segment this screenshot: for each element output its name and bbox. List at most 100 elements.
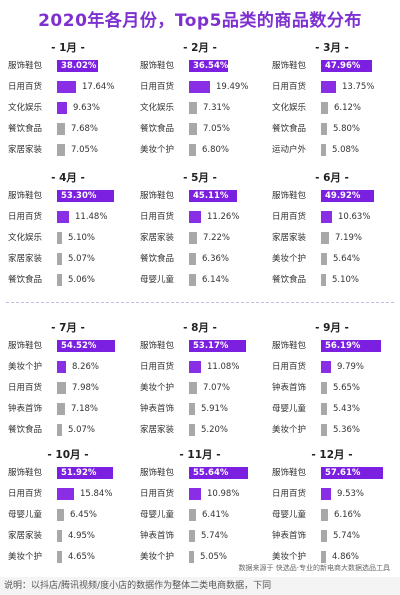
bar: [57, 509, 64, 521]
bar: [189, 340, 246, 352]
bar-row: 美妆个护 4.86%: [272, 551, 396, 563]
value-label: 4.65%: [68, 552, 96, 562]
value-label: 57.61%: [325, 468, 361, 478]
bar-row: 美妆个护 4.65%: [8, 551, 132, 563]
category-label: 家居家装: [8, 531, 43, 541]
bar-row: 日用百货 15.84%: [8, 488, 132, 500]
category-label: 服饰鞋包: [8, 341, 43, 351]
value-label: 5.07%: [68, 254, 96, 264]
value-label: 56.19%: [325, 341, 361, 351]
category-label: 美妆个护: [140, 383, 175, 393]
value-label: 10.63%: [338, 212, 371, 222]
bar: [57, 488, 74, 500]
bar: [321, 102, 328, 114]
bar: [321, 382, 327, 394]
value-label: 47.96%: [325, 61, 361, 71]
bar: [57, 551, 62, 563]
value-label: 55.64%: [193, 468, 229, 478]
bar-row: 日用百货 17.64%: [8, 81, 132, 93]
value-label: 4.86%: [332, 552, 360, 562]
bar: [189, 530, 195, 542]
bar-row: 日用百货 10.98%: [140, 488, 264, 500]
value-label: 5.64%: [333, 254, 361, 264]
bar-row: 文化娱乐 7.31%: [140, 102, 264, 114]
bar-row: 日用百货 7.98%: [8, 382, 132, 394]
bar-row: 餐饮食品 7.68%: [8, 123, 132, 135]
category-label: 服饰鞋包: [272, 191, 307, 201]
bar: [189, 211, 201, 223]
bar: [57, 253, 62, 265]
category-label: 服饰鞋包: [8, 191, 43, 201]
bar: [57, 530, 62, 542]
bar-row: 美妆个护 6.80%: [140, 144, 264, 156]
value-label: 6.80%: [202, 145, 230, 155]
bar: [321, 340, 381, 352]
bar: [189, 467, 248, 479]
category-label: 家居家装: [140, 425, 175, 435]
category-label: 餐饮食品: [272, 124, 307, 134]
value-label: 11.48%: [75, 212, 108, 222]
month-label: - 5月 -: [183, 172, 217, 184]
category-label: 文化娱乐: [140, 103, 175, 113]
value-label: 5.10%: [332, 275, 360, 285]
value-label: 7.07%: [203, 383, 231, 393]
category-label: 钟表首饰: [140, 531, 175, 541]
bar: [321, 232, 329, 244]
footnote: 说明：以抖店/腾讯视频/度小店的数据作为整体二类电商数据，下同: [0, 577, 400, 595]
chart-title: 2020年各月份，Top5品类的商品数分布: [38, 11, 362, 31]
bar: [189, 424, 195, 436]
bar: [189, 81, 210, 93]
value-label: 7.68%: [71, 124, 99, 134]
bar-row: 餐饮食品 5.07%: [8, 424, 132, 436]
bar: [189, 190, 237, 202]
month-label: - 12月 -: [311, 449, 353, 461]
category-label: 日用百货: [8, 489, 43, 499]
bar-row: 家居家装 5.20%: [140, 424, 264, 436]
category-label: 日用百货: [140, 362, 175, 372]
bar-row: 服饰鞋包 56.19%: [272, 340, 396, 352]
bar-row: 文化娱乐 9.63%: [8, 102, 132, 114]
bar: [57, 274, 62, 286]
month-label: - 7月 -: [51, 322, 85, 334]
month-label: - 4月 -: [51, 172, 85, 184]
bar: [57, 382, 66, 394]
value-label: 6.16%: [334, 510, 362, 520]
category-label: 母婴儿童: [8, 510, 43, 520]
value-label: 17.64%: [82, 82, 115, 92]
month-chart: - 4月 - 服饰鞋包 53.30% 日用百货 11.48% 文化娱乐 5.10% 家居家装 5…: [8, 170, 128, 292]
bar: [57, 60, 98, 72]
bar-row: 钟表首饰 5.74%: [140, 530, 264, 542]
category-label: 日用百货: [8, 82, 43, 92]
bar-row: 日用百货 9.79%: [272, 361, 396, 373]
value-label: 11.26%: [207, 212, 240, 222]
category-label: 母婴儿童: [140, 510, 175, 520]
category-label: 日用百货: [140, 82, 175, 92]
bar-row: 服饰鞋包 53.30%: [8, 190, 132, 202]
value-label: 6.36%: [202, 254, 230, 264]
category-label: 文化娱乐: [8, 103, 43, 113]
bar: [189, 488, 201, 500]
month-chart: - 6月 - 服饰鞋包 49.92% 日用百货 10.63% 家居家装 7.19% 美妆个护 5…: [272, 170, 392, 292]
bar-row: 母婴儿童 6.45%: [8, 509, 132, 521]
bar: [321, 530, 327, 542]
bar: [57, 144, 65, 156]
category-label: 文化娱乐: [272, 103, 307, 113]
category-label: 餐饮食品: [140, 254, 175, 264]
bar: [321, 81, 336, 93]
bar-row: 文化娱乐 5.10%: [8, 232, 132, 244]
bar: [321, 551, 326, 563]
value-label: 15.84%: [80, 489, 113, 499]
value-label: 5.80%: [333, 124, 361, 134]
bar: [189, 382, 197, 394]
category-label: 钟表首饰: [140, 404, 175, 414]
bar-row: 美妆个护 5.64%: [272, 253, 396, 265]
month-label: - 2月 -: [183, 42, 217, 54]
bar-row: 美妆个护 8.26%: [8, 361, 132, 373]
bar-row: 餐饮食品 7.05%: [140, 123, 264, 135]
value-label: 5.74%: [333, 531, 361, 541]
bar-row: 餐饮食品 5.80%: [272, 123, 396, 135]
bar: [57, 361, 66, 373]
bar: [321, 190, 374, 202]
category-label: 日用百货: [272, 212, 307, 222]
category-label: 日用百货: [272, 362, 307, 372]
